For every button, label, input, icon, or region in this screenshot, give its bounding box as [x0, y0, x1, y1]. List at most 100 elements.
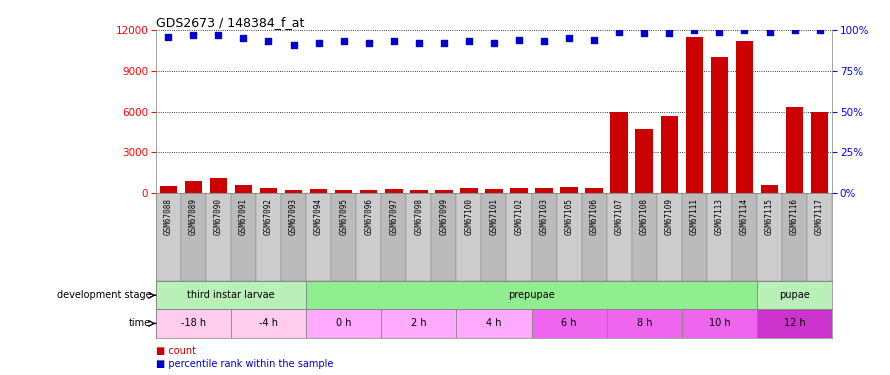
Bar: [260, 188, 278, 193]
Bar: [607, 309, 682, 338]
Point: [512, 37, 526, 43]
Bar: [210, 178, 227, 193]
Text: development stage: development stage: [57, 290, 151, 300]
Bar: [231, 193, 256, 281]
Bar: [485, 189, 503, 193]
Bar: [586, 188, 603, 193]
Bar: [561, 187, 578, 193]
Bar: [710, 57, 728, 193]
Point: [637, 30, 651, 36]
Bar: [757, 281, 832, 309]
Bar: [782, 193, 807, 281]
Bar: [682, 193, 707, 281]
Text: GSM67103: GSM67103: [539, 198, 548, 234]
Text: -18 h: -18 h: [181, 318, 206, 328]
Text: GSM67094: GSM67094: [314, 198, 323, 234]
Point: [312, 40, 326, 46]
Text: GSM67107: GSM67107: [615, 198, 624, 234]
Point: [562, 35, 576, 41]
Text: GSM67092: GSM67092: [264, 198, 273, 234]
Bar: [281, 193, 306, 281]
Text: GSM67097: GSM67097: [389, 198, 398, 234]
Bar: [306, 281, 757, 309]
Text: -4 h: -4 h: [259, 318, 278, 328]
Text: 2 h: 2 h: [411, 318, 426, 328]
Text: GSM67093: GSM67093: [289, 198, 298, 234]
Bar: [231, 309, 306, 338]
Text: GSM67113: GSM67113: [715, 198, 724, 234]
Bar: [410, 190, 427, 193]
Bar: [732, 193, 757, 281]
Bar: [481, 193, 506, 281]
Bar: [460, 188, 478, 193]
Bar: [531, 309, 607, 338]
Text: GSM67098: GSM67098: [414, 198, 424, 234]
Bar: [235, 185, 252, 193]
Bar: [310, 189, 328, 193]
Text: prepupae: prepupae: [508, 290, 554, 300]
Text: ■ count: ■ count: [156, 346, 196, 356]
Text: 4 h: 4 h: [486, 318, 502, 328]
Bar: [607, 193, 632, 281]
Point: [161, 33, 175, 39]
Text: third instar larvae: third instar larvae: [187, 290, 275, 300]
Text: ■ percentile rank within the sample: ■ percentile rank within the sample: [156, 359, 333, 369]
Point: [537, 38, 551, 44]
Text: GSM67111: GSM67111: [690, 198, 699, 234]
Text: GSM67100: GSM67100: [465, 198, 473, 234]
Bar: [381, 309, 457, 338]
Text: GSM67115: GSM67115: [765, 198, 774, 234]
Bar: [156, 193, 181, 281]
Point: [287, 42, 301, 48]
Bar: [335, 190, 352, 193]
Bar: [331, 193, 356, 281]
Bar: [181, 193, 206, 281]
Point: [386, 38, 400, 44]
Text: GSM67088: GSM67088: [164, 198, 173, 234]
Bar: [786, 108, 804, 193]
Text: GDS2673 / 148384_f_at: GDS2673 / 148384_f_at: [156, 16, 304, 29]
Text: 8 h: 8 h: [636, 318, 652, 328]
Text: GSM67116: GSM67116: [790, 198, 799, 234]
Text: 12 h: 12 h: [784, 318, 805, 328]
Bar: [757, 309, 832, 338]
Text: GSM67090: GSM67090: [214, 198, 222, 234]
Text: GSM67117: GSM67117: [815, 198, 824, 234]
Point: [336, 38, 351, 44]
Bar: [206, 193, 231, 281]
Text: 6 h: 6 h: [562, 318, 577, 328]
Point: [437, 40, 451, 46]
Text: GSM67101: GSM67101: [490, 198, 498, 234]
Bar: [360, 190, 377, 193]
Bar: [510, 188, 528, 193]
Bar: [556, 193, 582, 281]
Point: [262, 38, 276, 44]
Bar: [535, 188, 553, 193]
Text: GSM67114: GSM67114: [740, 198, 749, 234]
Bar: [685, 37, 703, 193]
Bar: [611, 112, 628, 193]
Bar: [306, 193, 331, 281]
Text: 10 h: 10 h: [708, 318, 730, 328]
Point: [687, 27, 701, 33]
Point: [237, 35, 251, 41]
Point: [712, 28, 726, 34]
Bar: [285, 190, 303, 193]
Bar: [736, 41, 753, 193]
Point: [487, 40, 501, 46]
Text: GSM67102: GSM67102: [514, 198, 523, 234]
Point: [763, 28, 777, 34]
Text: GSM67105: GSM67105: [564, 198, 574, 234]
Text: 0 h: 0 h: [336, 318, 352, 328]
Bar: [432, 193, 457, 281]
Text: GSM67096: GSM67096: [364, 198, 373, 234]
Bar: [184, 181, 202, 193]
Bar: [156, 281, 306, 309]
Bar: [632, 193, 657, 281]
Bar: [682, 309, 757, 338]
Point: [788, 27, 802, 33]
Point: [211, 32, 225, 38]
Bar: [156, 309, 231, 338]
Text: GSM67091: GSM67091: [239, 198, 248, 234]
Bar: [531, 193, 556, 281]
